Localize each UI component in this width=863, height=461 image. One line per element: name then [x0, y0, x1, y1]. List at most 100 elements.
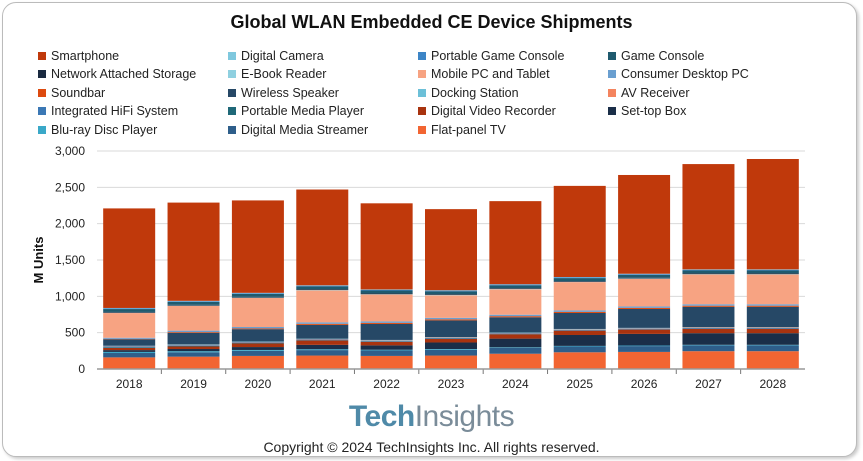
bar-segment [618, 328, 671, 330]
x-tick-label: 2022 [373, 377, 400, 391]
bar-segment [553, 185, 606, 278]
bar-segment [746, 333, 799, 345]
bar-segment [553, 281, 606, 282]
bar-segment [167, 202, 220, 301]
legend-item: Blu-ray Disc Player [38, 121, 228, 139]
bar-segment [682, 274, 735, 305]
bar-segment [167, 356, 220, 369]
legend-label: Blu-ray Disc Player [51, 122, 158, 137]
bar-segment [553, 352, 606, 369]
bar-segment [489, 333, 542, 334]
bar-segment [167, 349, 220, 352]
bar-segment [746, 158, 799, 270]
y-tick-label: 2,000 [55, 217, 85, 231]
bar-segment [746, 273, 799, 275]
bar-segment [489, 347, 542, 348]
chart-title: Global WLAN Embedded CE Device Shipments [230, 12, 633, 32]
x-tick-label: 2018 [116, 377, 143, 391]
legend-swatch [38, 70, 46, 79]
legend-label: Integrated HiFi System [51, 104, 179, 119]
legend-swatch [228, 88, 236, 97]
bar-segment [360, 203, 413, 290]
legend-swatch [608, 51, 616, 60]
bar-segment [746, 328, 799, 334]
bar-segment [618, 346, 671, 352]
bar-segment [489, 289, 542, 315]
bar-segment [296, 324, 349, 339]
bar-segment [425, 342, 477, 350]
legend-swatch [228, 51, 236, 60]
bar-segment [425, 290, 477, 292]
legend-swatch [418, 88, 426, 97]
bar-segment [553, 311, 606, 313]
techinsights-logo: TechInsights [0, 400, 863, 434]
legend-item: Set-top Box [608, 103, 798, 121]
bar-segment [489, 317, 542, 333]
legend-swatch [228, 107, 236, 116]
bar-segment [360, 340, 413, 342]
bar-segment [103, 347, 156, 348]
bar-segment [425, 295, 477, 318]
bar-segment [682, 270, 735, 274]
bar-segment [682, 304, 735, 306]
y-tick-label: 1,500 [55, 253, 85, 267]
bar-segment [425, 355, 477, 369]
bar-segment [682, 305, 735, 307]
bar-segment [746, 345, 799, 352]
legend-swatch [418, 51, 426, 60]
bar-segment [489, 347, 542, 354]
bar-segment [231, 355, 284, 369]
plot-area: 0 500 1,000 1,500 2,000 2,500 3,000 M Units 2018… [31, 144, 805, 391]
bar-segment [425, 291, 477, 295]
bar-segment [231, 347, 284, 350]
bar-segment [553, 334, 606, 346]
bar-segment [231, 350, 284, 356]
bar-segment [618, 307, 671, 309]
bar-segment [489, 353, 542, 369]
bar-segment [618, 351, 671, 369]
bar-segment [682, 344, 735, 346]
logo-text-light: Insights [414, 400, 515, 433]
bar-segment [553, 329, 606, 331]
bar-segment [746, 269, 799, 271]
bar-segment [489, 285, 542, 289]
bar-segment [425, 349, 477, 350]
legend-label: Wireless Speaker [241, 85, 339, 100]
legend-item: Portable Media Player [228, 103, 418, 121]
bar-segment [167, 351, 220, 353]
legend-item: Digital Media Streamer [228, 121, 418, 139]
bar-segment [682, 273, 735, 275]
bar-segment [231, 349, 284, 351]
bar-segment [489, 338, 542, 348]
y-tick-label: 0 [78, 362, 85, 376]
bar-segment [553, 278, 606, 282]
y-tick-label: 1,000 [55, 289, 85, 303]
legend-label: Docking Station [431, 85, 519, 100]
x-tick-label: 2023 [438, 377, 465, 391]
bar-segment [682, 328, 735, 334]
bar-segment [360, 289, 413, 291]
bar-segment [167, 305, 220, 331]
legend-label: Set-top Box [621, 104, 687, 119]
bar-segment [682, 351, 735, 369]
bar-segment [618, 308, 671, 328]
bar-segment [231, 293, 284, 294]
bar-segment [231, 200, 284, 293]
bar-segment [425, 338, 477, 343]
bar-segment [167, 345, 220, 346]
bar-segment [618, 333, 671, 346]
legend-item: Portable Game Console [418, 47, 608, 65]
bar-segment [167, 304, 220, 306]
bar-segment [489, 288, 542, 289]
bar-segment [425, 337, 477, 339]
bar-segment [360, 322, 413, 324]
legend-label: Mobile PC and Tablet [431, 67, 550, 82]
legend-label: Soundbar [51, 85, 106, 100]
bar-segment [682, 327, 735, 329]
bar-segment [682, 164, 735, 270]
legend-item: Docking Station [418, 84, 608, 102]
y-tick-label: 2,500 [55, 180, 85, 194]
bar-segment [167, 346, 220, 350]
bar-segment [296, 290, 349, 323]
legend: Smartphone Digital Camera Portable Game Co… [38, 47, 798, 139]
